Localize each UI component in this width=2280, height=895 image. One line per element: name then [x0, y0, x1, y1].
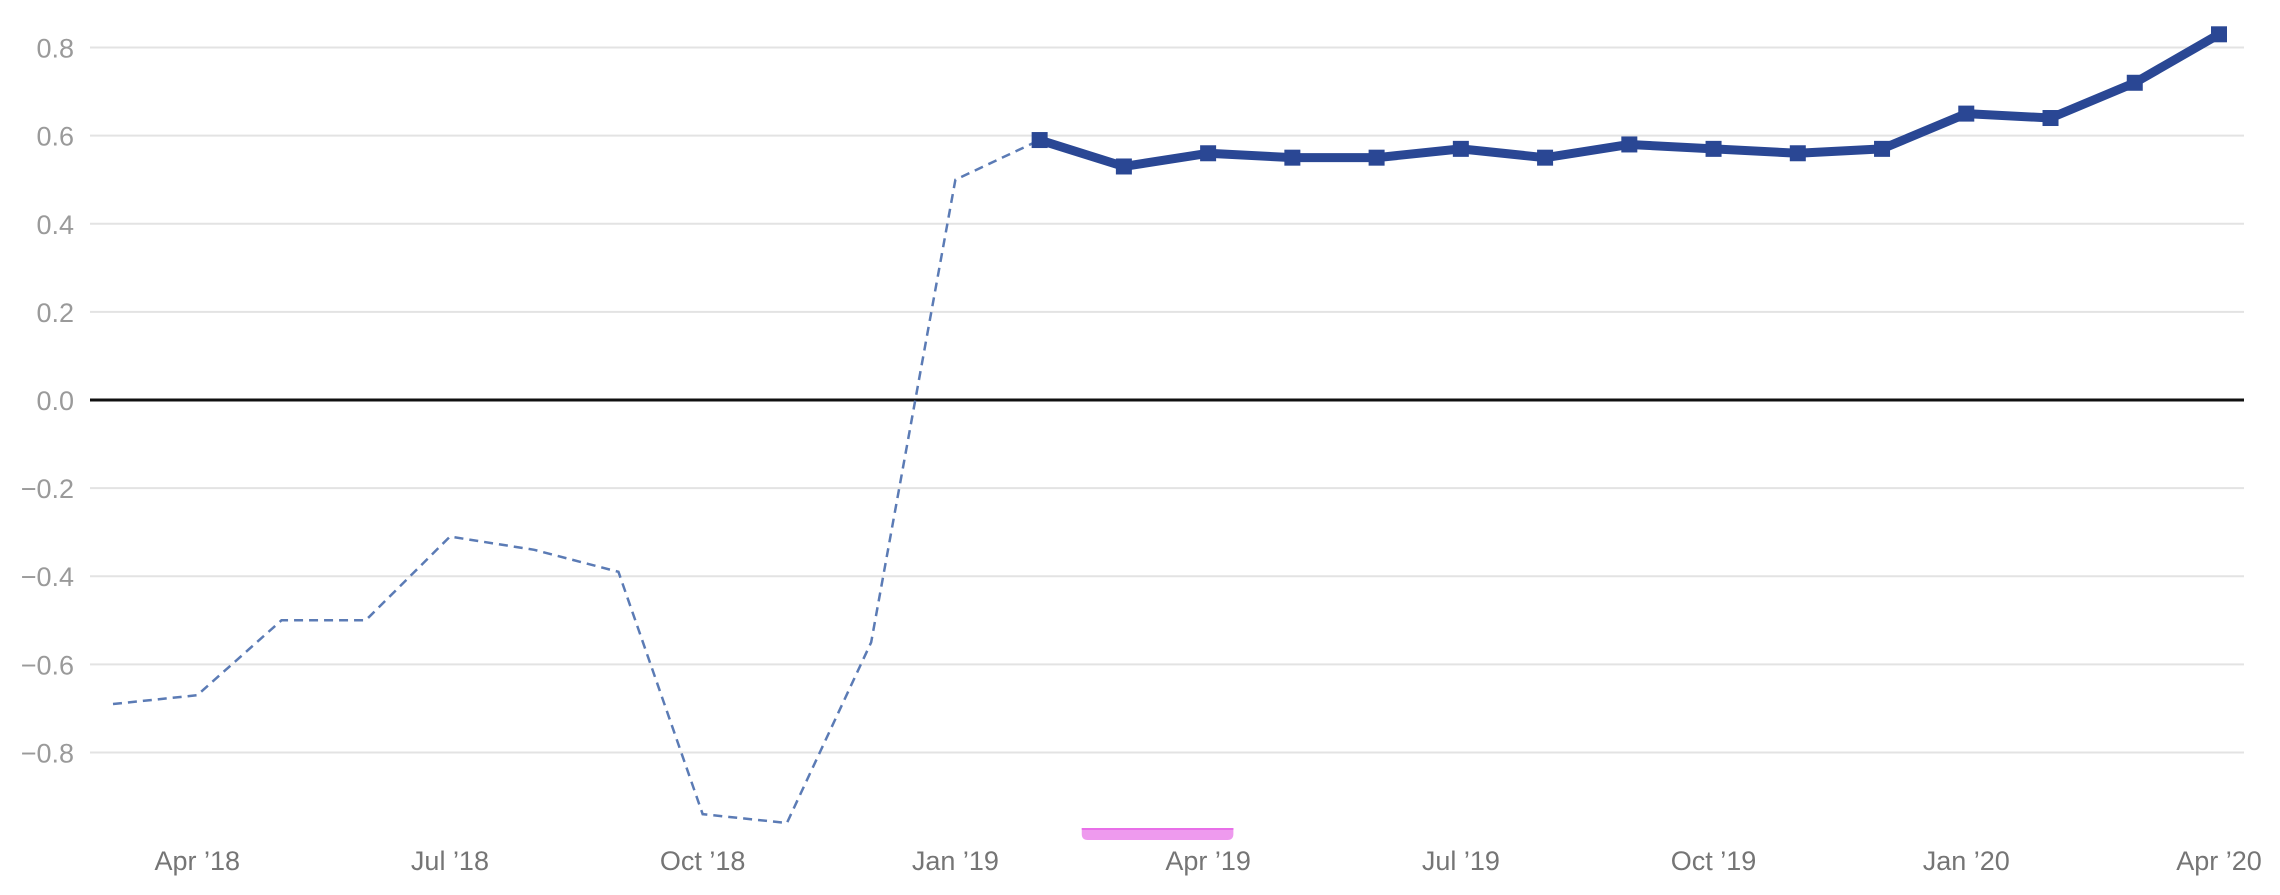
x-tick-label: Oct ’18: [660, 846, 746, 876]
data-point-marker: [1452, 140, 1469, 157]
x-tick-label: Apr ’19: [1165, 846, 1251, 876]
highlight-layer: [1081, 828, 1234, 840]
x-tick-label: Oct ’19: [1671, 846, 1757, 876]
data-point-marker: [1115, 158, 1132, 175]
x-tick-label: Apr ’20: [2176, 846, 2262, 876]
x-axis-ticks: Apr ’18 Jul ’18 Oct ’18 Jan ’19 Apr ’19 Jul ’…: [154, 846, 2261, 876]
data-point-marker: [2211, 26, 2227, 43]
y-tick-label: −0.8: [21, 738, 74, 768]
data-point-marker: [1537, 149, 1554, 166]
y-tick-label: 0.6: [36, 122, 74, 152]
y-tick-label: −0.4: [21, 562, 74, 592]
series-layer: [112, 26, 2227, 825]
data-point-marker: [1368, 149, 1385, 166]
y-tick-label: −0.6: [21, 650, 74, 680]
y-tick-label: −0.2: [21, 474, 74, 504]
x-tick-label: Jul ’18: [411, 846, 489, 876]
x-tick-label: Jan ’20: [1923, 846, 2010, 876]
y-tick-label: 0.4: [36, 210, 74, 240]
data-point-marker: [1621, 136, 1638, 153]
data-point-marker: [2042, 110, 2059, 127]
data-point-marker: [1031, 132, 1048, 149]
y-tick-label: 0.2: [36, 298, 74, 328]
x-tick-label: Apr ’18: [154, 846, 240, 876]
x-tick-label: Jul ’19: [1422, 846, 1500, 876]
series-line-dashed: [112, 138, 1041, 825]
data-point-marker: [1705, 140, 1722, 157]
data-point-marker: [1874, 140, 1891, 157]
gridlines: [90, 46, 2244, 754]
x-tick-label: Jan ’19: [912, 846, 999, 876]
y-tick-label: 0.0: [36, 386, 74, 416]
data-point-marker: [1200, 145, 1217, 162]
data-point-marker: [1789, 145, 1806, 162]
y-axis-ticks: 0.8 0.6 0.4 0.2 0.0 −0.2 −0.4 −0.6 −0.8: [21, 34, 74, 769]
data-point-marker: [1284, 149, 1301, 166]
data-point-marker: [2126, 74, 2143, 91]
highlight-range-bar: [1081, 828, 1234, 840]
y-tick-label: 0.8: [36, 34, 74, 64]
data-point-marker: [1958, 105, 1975, 122]
